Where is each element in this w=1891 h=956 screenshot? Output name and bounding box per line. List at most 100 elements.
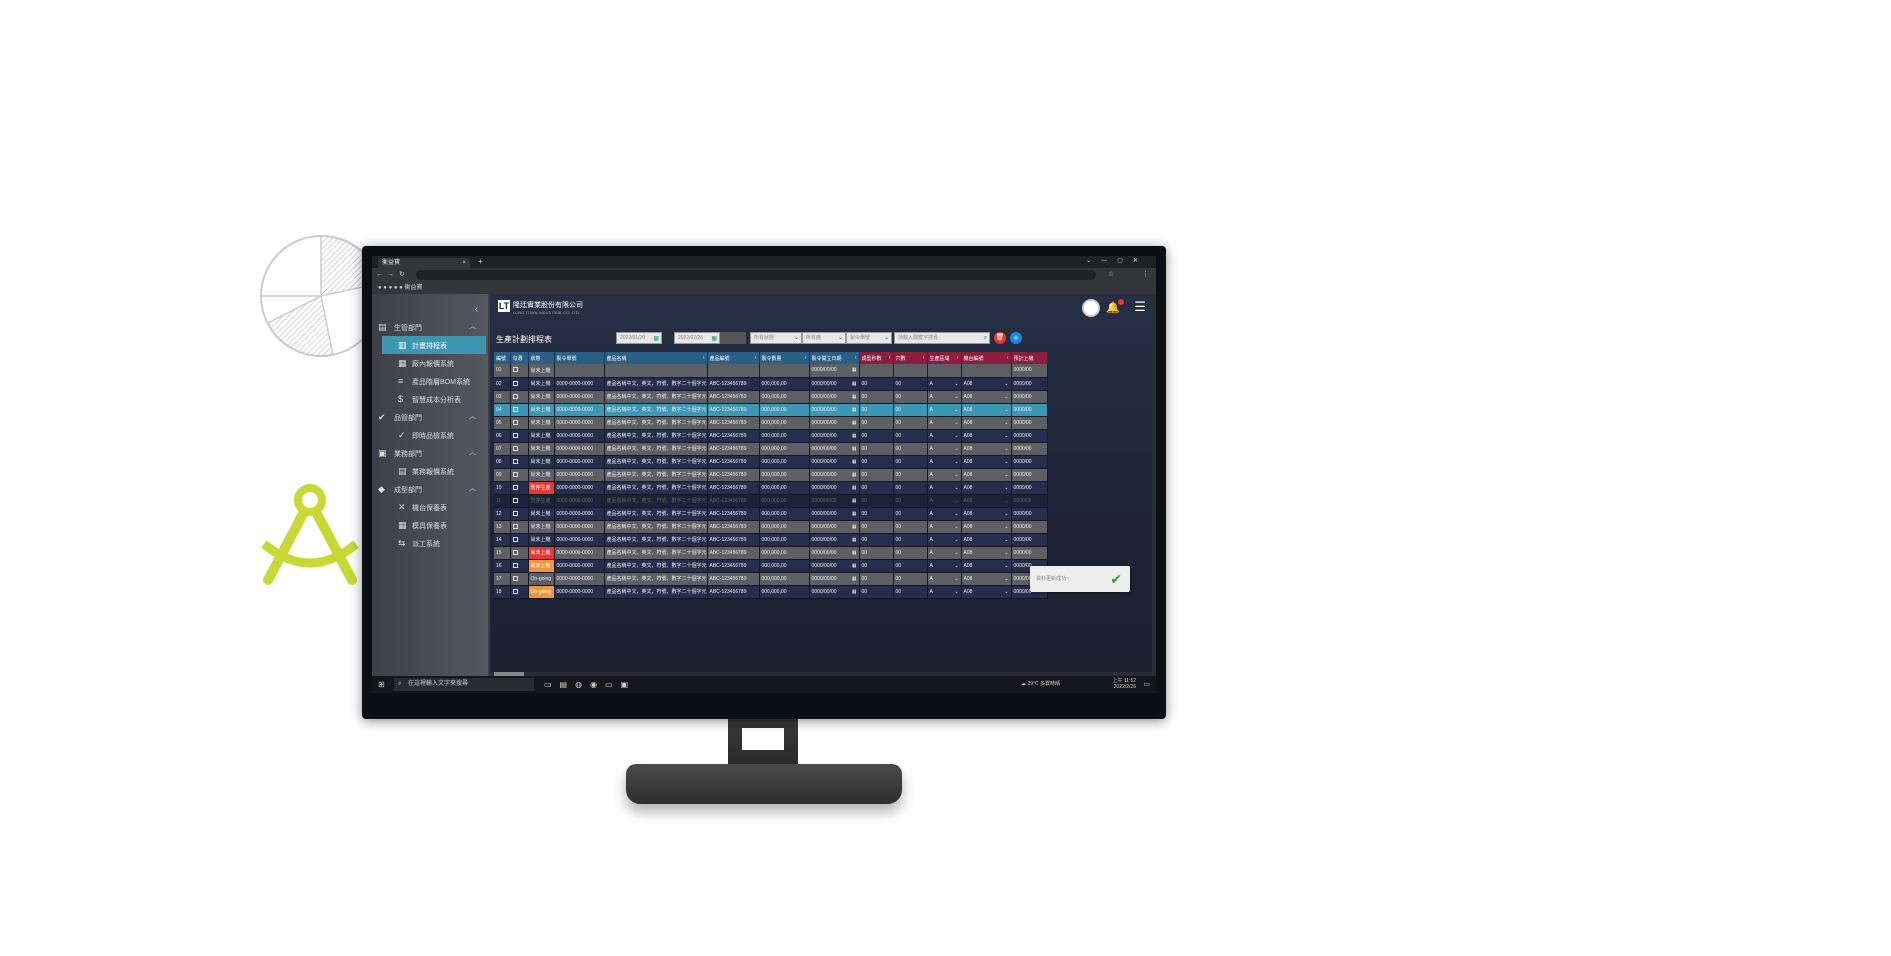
sort-arrow-icon[interactable]: ‹ [1006,354,1009,361]
cell-machine[interactable]: A08 ⌄ [961,481,1012,495]
column-header[interactable]: 預計上機 [1011,352,1048,364]
bookmark-item[interactable]: ● ● ● ● ● 衡益寶 [378,285,423,291]
table-row[interactable]: 08 尚未上機 0000-0000-0000 產品名稱中文、英文、符號、數字二十個字元… [494,455,1048,469]
table-row[interactable]: 15 尚未上機 0000-0000-0000 產品名稱中文、英文、符號、數字二十個字元… [494,546,1048,560]
chevron-down-icon[interactable]: ⌄ [1004,497,1009,504]
checkbox-icon[interactable] [512,380,518,386]
column-header[interactable]: 成型秒數 ‹ [859,352,894,364]
cell-date[interactable]: 0000/00/00 ▦ [809,481,860,495]
row-checkbox[interactable] [510,494,529,508]
cell-date[interactable]: 0000/00/00 ▦ [809,533,860,547]
sidebar-item-mold-maint[interactable]: ▦ 模具保養表 [382,516,486,534]
checkbox-icon[interactable] [512,510,518,516]
chevron-down-icon[interactable]: ⌄ [1004,393,1009,400]
cell-area[interactable]: A ⌄ [927,507,962,521]
date-from-input[interactable]: 2022/01/20 ▦ [616,332,662,344]
cell-machine[interactable]: A08 ⌄ [961,390,1012,404]
cell-date[interactable]: 0000/00/00 ▦ [809,403,860,417]
sort-arrow-icon[interactable]: ‹ [702,354,705,361]
calendar-icon[interactable]: ▦ [851,510,857,517]
table-row[interactable]: 04 ✓ 尚未上機 0000-0000-0000 產品名稱中文、英文、符號、數字二十個字… [494,403,1048,417]
taskbar-app-icons[interactable]: ▭▤◍◉▭▣ [544,680,637,689]
cell-date[interactable]: 0000/00/00 ▦ [809,364,860,378]
chevron-down-icon[interactable]: ⌄ [954,419,959,426]
column-header[interactable]: 狀態 [528,352,555,364]
cell-area[interactable]: A ⌄ [927,533,962,547]
checkbox-icon[interactable] [512,575,518,581]
weather-widget[interactable]: ☁ 29°C 多雲時晴 [1021,681,1060,687]
cell-area[interactable] [927,364,962,378]
search-input[interactable]: 請輸入關鍵字搜尋 ⌕ [894,332,990,344]
cell-area[interactable]: A ⌄ [927,585,962,599]
vertical-scrollbar[interactable] [1152,294,1156,672]
cell-area[interactable]: A ⌄ [927,429,962,443]
chevron-down-icon[interactable]: ⌄ [954,484,959,491]
cell-machine[interactable]: A08 ⌄ [961,572,1012,586]
column-header[interactable]: 製令單號 [554,352,605,364]
sidebar-item-machine-maint[interactable]: ✕ 機台保養表 [382,498,486,516]
cell-area[interactable]: A ⌄ [927,494,962,508]
dept-quality[interactable]: ✔ 品管部門 ︿ [378,408,482,426]
sidebar-item-internal-quote[interactable]: ▦ 廠內報價系統 [382,354,486,372]
chevron-down-icon[interactable]: ⌄ [1004,523,1009,530]
table-row[interactable]: 11 暫停生產 0000-0000-0000 產品名稱中文、英文、符號、數字二十個字元… [494,494,1048,508]
browser-menu-icon[interactable]: ⋮ [1142,271,1149,278]
cell-machine[interactable]: A08 ⌄ [961,416,1012,430]
calendar-icon[interactable]: ▦ [851,471,857,478]
cell-date[interactable]: 0000/00/00 ▦ [809,572,860,586]
cell-date[interactable]: 0000/00/00 ▦ [809,429,860,443]
chevron-down-icon[interactable]: ⌄ [1004,445,1009,452]
cell-area[interactable]: A ⌄ [927,390,962,404]
checkbox-icon[interactable] [512,458,518,464]
row-checkbox[interactable]: ✓ [510,403,529,417]
cell-date[interactable]: 0000/00/00 ▦ [809,520,860,534]
chevron-down-icon[interactable]: ⌄ [954,536,959,543]
calendar-icon[interactable]: ▦ [851,380,857,387]
column-header[interactable]: 勾選 [510,352,529,364]
checkbox-icon[interactable] [512,588,518,594]
checkbox-icon[interactable] [512,484,518,490]
chevron-down-icon[interactable]: ⌄ [1004,575,1009,582]
star-icon[interactable]: ☆ [1108,271,1115,278]
calendar-icon[interactable]: ▦ [851,497,857,504]
collapse-sidebar-icon[interactable]: ‹ [474,304,478,315]
sidebar-item-schedule[interactable]: ▥ 計畫排程表 [382,336,486,354]
column-header[interactable]: 製令數量 ‹ [759,352,810,364]
row-checkbox[interactable] [510,481,529,495]
row-checkbox[interactable] [510,468,529,482]
browser-tab[interactable]: 衡益寶 × [378,258,470,268]
table-row[interactable]: 03 尚未上機 0000-0000-0000 產品名稱中文、英文、符號、數字二十個字元… [494,390,1048,404]
chevron-down-icon[interactable]: ⌄ [1004,510,1009,517]
chevron-down-icon[interactable]: ⌄ [954,432,959,439]
cell-machine[interactable] [961,364,1012,378]
cell-date[interactable]: 0000/00/00 ▦ [809,416,860,430]
url-input[interactable] [416,270,1096,280]
chevron-down-icon[interactable]: ⌄ [1004,380,1009,387]
chevron-down-icon[interactable]: ⌄ [954,588,959,595]
cell-machine[interactable]: A08 ⌄ [961,468,1012,482]
calendar-icon[interactable]: ▦ [851,432,857,439]
row-checkbox[interactable] [510,520,529,534]
cell-area[interactable]: A ⌄ [927,559,962,573]
dept-molding[interactable]: ◆ 成型部門 ︿ [378,480,482,498]
chevron-down-icon[interactable]: ⌄ [954,562,959,569]
chevron-down-icon[interactable]: ⌄ [954,510,959,517]
row-checkbox[interactable] [510,377,529,391]
cell-date[interactable]: 0000/00/00 ▦ [809,585,860,599]
checkbox-icon[interactable] [512,497,518,503]
row-checkbox[interactable] [510,390,529,404]
cell-area[interactable]: A ⌄ [927,481,962,495]
cell-date[interactable]: 0000/00/00 ▦ [809,494,860,508]
reload-icon[interactable]: ↻ [399,271,405,278]
checkbox-icon[interactable] [512,471,518,477]
cell-machine[interactable]: A08 ⌄ [961,507,1012,521]
chevron-down-icon[interactable]: ⌄ [954,523,959,530]
chevron-down-icon[interactable]: ⌄ [1004,549,1009,556]
checkbox-icon[interactable] [512,523,518,529]
sidebar-item-cost[interactable]: $ 智慧成本分析表 [382,390,486,408]
cell-area[interactable]: A ⌄ [927,572,962,586]
sidebar-item-sales-quote[interactable]: ▤ 業務報價系統 [382,462,486,480]
factory-select[interactable]: 所有廠 ⌄ [802,332,846,344]
cell-date[interactable]: 0000/00/00 ▦ [809,390,860,404]
chevron-down-icon[interactable]: ⌄ [1004,588,1009,595]
